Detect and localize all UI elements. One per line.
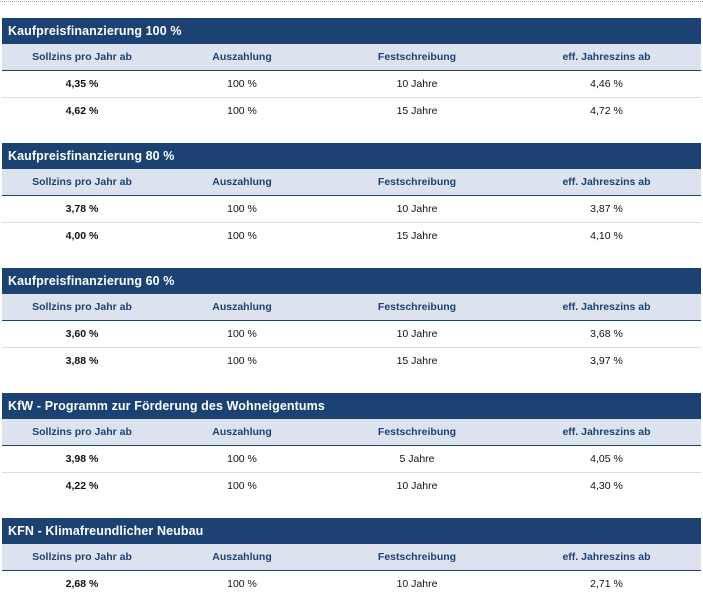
column-header-row: Sollzins pro Jahr ab Auszahlung Festschr… [2, 419, 701, 446]
section-kaufpreisfinanzierung-60: Kaufpreisfinanzierung 60 % Sollzins pro … [2, 268, 701, 374]
cell-eff-jahreszins: 4,30 % [590, 480, 623, 492]
cell-eff-jahreszins: 3,87 % [590, 203, 623, 215]
section-kfw-wohneigentum: KfW - Programm zur Förderung des Wohneig… [2, 393, 701, 499]
column-header-eff-jahreszins: eff. Jahreszins ab [562, 551, 651, 563]
column-header-auszahlung: Auszahlung [212, 426, 272, 438]
table-row: 4,22 % 100 % 10 Jahre 4,30 % [2, 473, 701, 499]
table-row: 2,68 % 100 % 10 Jahre 2,71 % [2, 571, 701, 597]
column-header-row: Sollzins pro Jahr ab Auszahlung Festschr… [2, 294, 701, 321]
column-header-row: Sollzins pro Jahr ab Auszahlung Festschr… [2, 169, 701, 196]
table-row: 4,62 % 100 % 15 Jahre 4,72 % [2, 98, 701, 124]
cell-eff-jahreszins: 4,05 % [590, 453, 623, 465]
column-header-sollzins: Sollzins pro Jahr ab [32, 176, 132, 188]
cell-sollzins: 4,62 % [65, 105, 99, 117]
section-title: Kaufpreisfinanzierung 100 % [2, 18, 701, 44]
section-title: Kaufpreisfinanzierung 60 % [2, 268, 701, 294]
table-row: 3,60 % 100 % 10 Jahre 3,68 % [2, 321, 701, 348]
cell-auszahlung: 100 % [227, 578, 257, 590]
cell-auszahlung: 100 % [227, 453, 257, 465]
column-header-auszahlung: Auszahlung [212, 51, 272, 63]
cell-sollzins: 3,88 % [65, 355, 99, 367]
column-header-sollzins: Sollzins pro Jahr ab [32, 426, 132, 438]
cell-festschreibung: 10 Jahre [396, 203, 438, 215]
table-row: 3,78 % 100 % 10 Jahre 3,87 % [2, 196, 701, 223]
cell-eff-jahreszins: 2,71 % [590, 578, 623, 590]
cell-auszahlung: 100 % [227, 203, 257, 215]
table-row: 4,00 % 100 % 15 Jahre 4,10 % [2, 223, 701, 249]
cell-eff-jahreszins: 4,72 % [590, 105, 623, 117]
column-header-row: Sollzins pro Jahr ab Auszahlung Festschr… [2, 544, 701, 571]
column-header-auszahlung: Auszahlung [212, 551, 272, 563]
column-header-festschreibung: Festschreibung [377, 176, 457, 188]
section-title: KfW - Programm zur Förderung des Wohneig… [2, 393, 701, 419]
cell-festschreibung: 10 Jahre [396, 578, 438, 590]
cell-eff-jahreszins: 4,10 % [590, 230, 623, 242]
cell-festschreibung: 10 Jahre [396, 480, 438, 492]
cell-auszahlung: 100 % [227, 105, 257, 117]
cell-festschreibung: 5 Jahre [399, 453, 435, 465]
table-row: 4,35 % 100 % 10 Jahre 4,46 % [2, 71, 701, 98]
cell-eff-jahreszins: 4,46 % [590, 78, 623, 90]
section-title: Kaufpreisfinanzierung 80 % [2, 143, 701, 169]
cell-auszahlung: 100 % [227, 230, 257, 242]
cell-eff-jahreszins: 3,97 % [590, 355, 623, 367]
cell-auszahlung: 100 % [227, 480, 257, 492]
cell-auszahlung: 100 % [227, 355, 257, 367]
column-header-festschreibung: Festschreibung [377, 426, 457, 438]
top-dotted-rule [0, 1, 703, 2]
column-header-eff-jahreszins: eff. Jahreszins ab [562, 426, 651, 438]
table-row: 3,88 % 100 % 15 Jahre 3,97 % [2, 348, 701, 374]
column-header-festschreibung: Festschreibung [377, 551, 457, 563]
cell-auszahlung: 100 % [227, 328, 257, 340]
column-header-row: Sollzins pro Jahr ab Auszahlung Festschr… [2, 44, 701, 71]
section-kaufpreisfinanzierung-80: Kaufpreisfinanzierung 80 % Sollzins pro … [2, 143, 701, 249]
column-header-eff-jahreszins: eff. Jahreszins ab [562, 301, 651, 313]
cell-sollzins: 3,98 % [65, 453, 99, 465]
cell-auszahlung: 100 % [227, 78, 257, 90]
cell-festschreibung: 15 Jahre [396, 355, 438, 367]
cell-festschreibung: 15 Jahre [396, 105, 438, 117]
section-kaufpreisfinanzierung-100: Kaufpreisfinanzierung 100 % Sollzins pro… [2, 18, 701, 124]
cell-sollzins: 2,68 % [65, 578, 99, 590]
section-title: KFN - Klimafreundlicher Neubau [2, 518, 701, 544]
cell-festschreibung: 10 Jahre [396, 78, 438, 90]
cell-sollzins: 3,78 % [65, 203, 99, 215]
column-header-auszahlung: Auszahlung [212, 301, 272, 313]
column-header-sollzins: Sollzins pro Jahr ab [32, 551, 132, 563]
cell-festschreibung: 15 Jahre [396, 230, 438, 242]
cell-sollzins: 3,60 % [65, 328, 99, 340]
column-header-festschreibung: Festschreibung [377, 51, 457, 63]
section-kfn-klimafreundlicher-neubau: KFN - Klimafreundlicher Neubau Sollzins … [2, 518, 701, 597]
column-header-eff-jahreszins: eff. Jahreszins ab [562, 51, 651, 63]
table-row: 3,98 % 100 % 5 Jahre 4,05 % [2, 446, 701, 473]
cell-festschreibung: 10 Jahre [396, 328, 438, 340]
cell-sollzins: 4,22 % [65, 480, 99, 492]
column-header-sollzins: Sollzins pro Jahr ab [32, 301, 132, 313]
column-header-auszahlung: Auszahlung [212, 176, 272, 188]
cell-sollzins: 4,35 % [65, 78, 99, 90]
column-header-sollzins: Sollzins pro Jahr ab [32, 51, 132, 63]
cell-sollzins: 4,00 % [65, 230, 99, 242]
cell-eff-jahreszins: 3,68 % [590, 328, 623, 340]
column-header-festschreibung: Festschreibung [377, 301, 457, 313]
column-header-eff-jahreszins: eff. Jahreszins ab [562, 176, 651, 188]
